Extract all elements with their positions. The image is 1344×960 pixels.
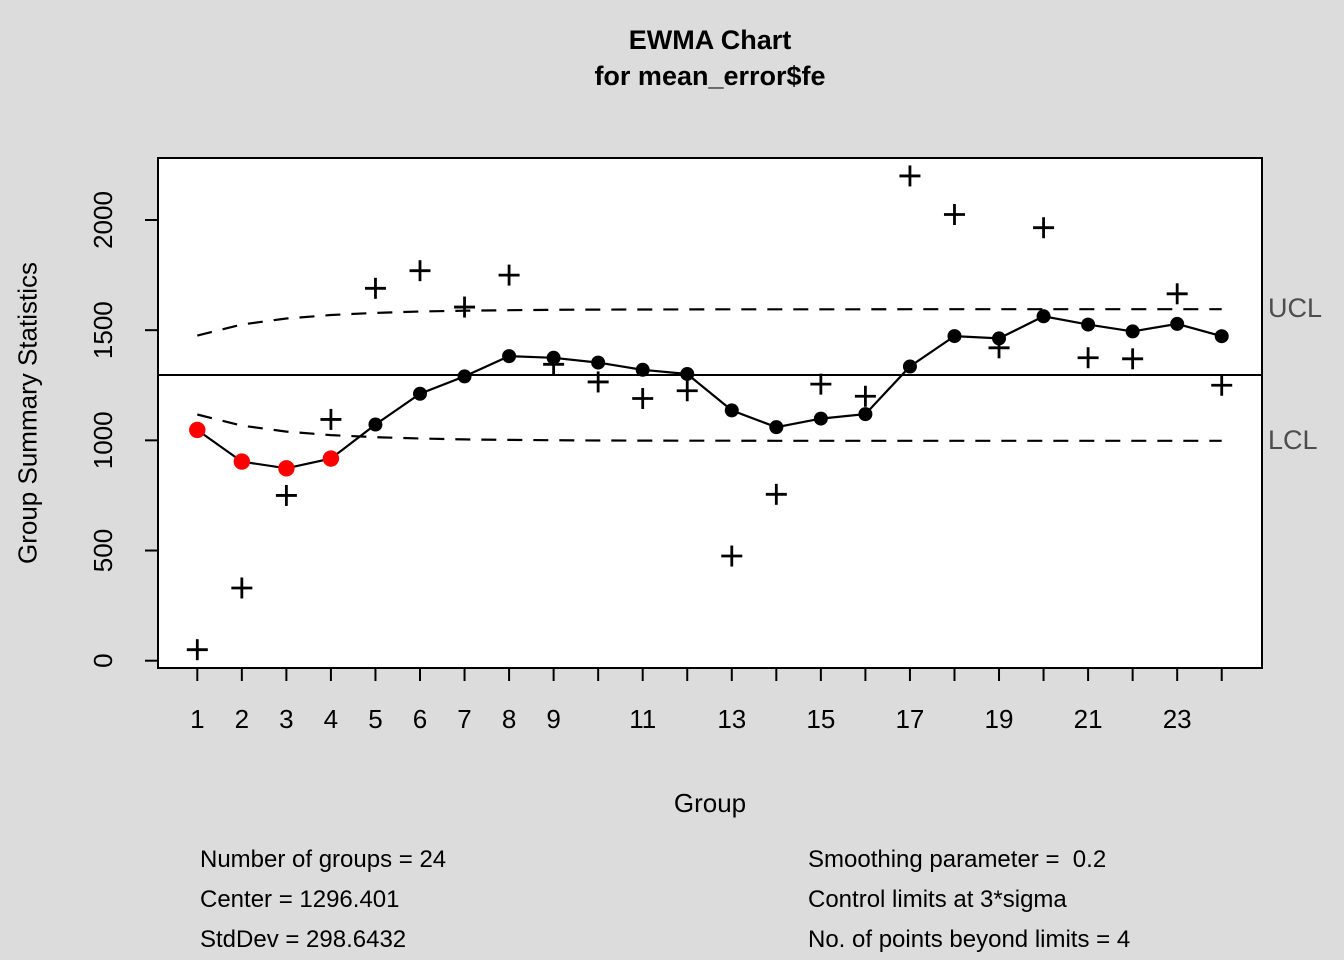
x-tick-label: 9 — [546, 704, 560, 734]
ewma-point — [1036, 309, 1051, 324]
ewma-point — [1214, 329, 1229, 344]
ucl-label: UCL — [1268, 293, 1323, 324]
ewma-point — [724, 403, 739, 418]
x-tick-label: 17 — [895, 704, 924, 734]
ewma-point — [457, 369, 472, 384]
ewma-point — [591, 355, 606, 370]
stat-number-of-groups: Number of groups = 24 — [200, 846, 447, 873]
x-tick-label: 6 — [413, 704, 427, 734]
ewma-point — [1170, 316, 1185, 331]
stat-control-limits: Control limits at 3*sigma — [808, 886, 1067, 913]
ewma-point — [769, 420, 784, 435]
y-tick-label: 2000 — [88, 191, 118, 249]
x-tick-label: 15 — [806, 704, 835, 734]
y-tick-label: 500 — [88, 529, 118, 572]
ewma-point — [813, 411, 828, 426]
stat-stddev: StdDev = 298.6432 — [200, 926, 407, 953]
ewma-point-beyond-limits — [278, 460, 295, 477]
x-tick-label: 13 — [717, 704, 746, 734]
ewma-point — [502, 349, 517, 364]
x-tick-label: 19 — [985, 704, 1014, 734]
x-tick-label: 8 — [502, 704, 516, 734]
x-tick-label: 5 — [368, 704, 382, 734]
y-tick-label: 1000 — [88, 411, 118, 469]
stat-center: Center = 1296.401 — [200, 886, 400, 913]
chart-subtitle: for mean_error$fe — [594, 61, 826, 91]
x-tick-label: 2 — [235, 704, 249, 734]
x-tick-label: 23 — [1163, 704, 1192, 734]
ewma-point-beyond-limits — [322, 450, 340, 467]
x-tick-label: 21 — [1074, 704, 1103, 734]
ewma-point — [680, 366, 695, 381]
chart-title: EWMA Chart — [628, 25, 792, 55]
x-axis-label: Group — [673, 788, 747, 818]
y-axis-label: Group Summary Statistics — [12, 262, 43, 564]
x-tick-label: 1 — [190, 704, 204, 734]
ewma-point — [413, 386, 427, 401]
stat-points-beyond-limits: No. of points beyond limits = 4 — [808, 926, 1131, 953]
plot-box — [157, 157, 1263, 669]
lcl-label: LCL — [1268, 424, 1318, 455]
y-tick-label: 1500 — [88, 301, 118, 359]
ewma-point — [635, 362, 650, 377]
x-tick-label: 7 — [457, 704, 471, 734]
x-tick-label: 4 — [324, 704, 338, 734]
ewma-line — [196, 315, 1222, 470]
ewma-point — [992, 331, 1007, 346]
ewma-point — [368, 417, 383, 432]
y-tick-label: 0 — [88, 653, 118, 667]
ewma-point — [902, 359, 917, 374]
ewma-point — [1125, 324, 1140, 339]
x-tick-label: 3 — [279, 704, 293, 734]
ewma-point — [947, 329, 962, 344]
ewma-point — [858, 407, 873, 422]
ewma-point — [546, 350, 561, 365]
ewma-point — [1081, 317, 1096, 332]
x-tick-label: 11 — [629, 704, 656, 734]
ewma-point-beyond-limits — [189, 421, 206, 439]
ewma-point-beyond-limits — [233, 453, 251, 470]
stat-smoothing-parameter: Smoothing parameter = 0.2 — [808, 846, 1107, 873]
